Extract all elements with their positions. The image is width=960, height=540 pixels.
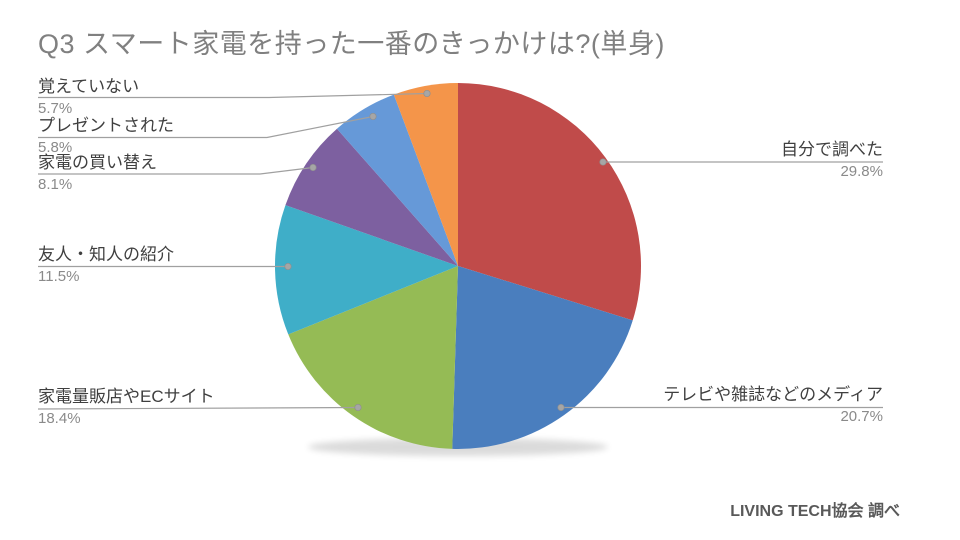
pie-slice-6 [393,83,458,266]
leader-dot-2 [354,403,362,412]
slice-label-oboeteinai: 覚えていない 5.7% [38,77,139,118]
slice-percentage: 18.4% [38,410,81,427]
leader-dot-3 [284,262,292,271]
leader-line-6 [38,92,428,99]
pie-slice-3 [274,205,458,335]
slice-label-text: 覚えていない [38,77,140,96]
leader-line-5 [38,115,374,139]
slice-percentage: 29.8% [840,163,883,180]
leader-dot-5 [369,112,377,121]
slice-label-yujin-chijin-shokai: 友人・知人の紹介 11.5% [38,245,174,286]
slice-label-present-sareta: プレゼントされた 5.8% [38,116,174,157]
slice-label-text: 友人・知人の紹介 [38,245,174,264]
slice-label-tv-zasshi-media: テレビや雑誌などのメディア 20.7% [663,385,883,426]
slice-percentage: 5.8% [38,139,73,156]
slice-percentage: 8.1% [38,176,73,193]
leader-line-2 [37,406,359,410]
leader-lines [37,89,883,412]
slice-label-text: テレビや雑誌などのメディア [663,385,883,404]
leader-dot-4 [309,163,317,172]
leader-dot-1 [557,403,565,412]
slice-percentage: 20.7% [840,408,883,425]
pie-slice-5 [336,94,458,266]
slice-label-text: 家電量販店やECサイト [38,387,215,406]
leader-dot-0 [599,158,607,166]
leader-line-4 [38,166,314,175]
slice-label-kaden-ryohanten-ec: 家電量販店やECサイト 18.4% [38,387,215,428]
pie-slice-1 [452,266,633,450]
pie-slice-0 [458,83,642,321]
slice-percentage: 5.7% [38,100,73,117]
chart-title: Q3 スマート家電を持った一番のきっかけは?(単身) [38,29,665,59]
slice-label-text: 家電の買い替え [38,153,157,172]
leader-dot-6 [423,89,431,98]
pie-slice-2 [288,266,458,449]
pie-slice-4 [285,128,458,266]
slice-percentage: 11.5% [38,268,80,285]
slice-label-text: 自分で調べた [781,140,883,159]
pie-slices [274,83,642,450]
source-attribution: LIVING TECH協会 調べ [730,503,900,520]
slice-label-jibun-de-shirabeta: 自分で調べた 29.8% [781,140,883,181]
slice-label-text: プレゼントされた [38,116,174,135]
slice-label-kaden-kaikae: 家電の買い替え 8.1% [38,153,157,194]
